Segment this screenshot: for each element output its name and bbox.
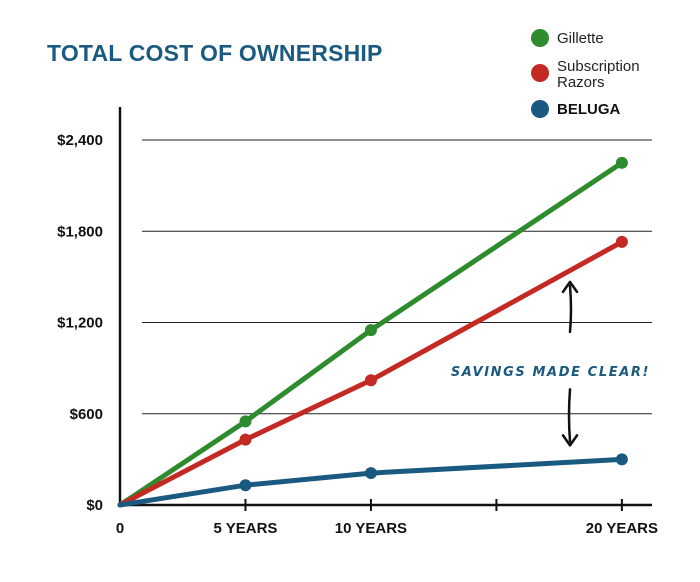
chart-title: TOTAL COST OF OWNERSHIP bbox=[47, 40, 383, 66]
legend-marker bbox=[531, 100, 549, 118]
series-line-1 bbox=[117, 239, 625, 508]
series-line-0 bbox=[117, 160, 625, 508]
legend-marker bbox=[531, 29, 549, 47]
data-point bbox=[364, 467, 377, 480]
arrow-up-head bbox=[561, 280, 579, 294]
series-line-2 bbox=[117, 456, 625, 508]
arrow-down-head bbox=[561, 434, 579, 447]
data-point bbox=[239, 415, 252, 428]
x-tick-label: 10 YEARS bbox=[335, 520, 407, 537]
arrow-down-shaft bbox=[567, 388, 572, 443]
data-point bbox=[364, 324, 377, 337]
axes bbox=[118, 107, 652, 507]
data-point bbox=[615, 235, 628, 248]
x-axis-ticks: 0 5 YEARS 10 YEARS 20 YEARS bbox=[116, 499, 658, 537]
savings-annotation-text: SAVINGS MADE CLEAR! bbox=[451, 365, 650, 380]
legend-label: Gillette bbox=[557, 30, 604, 47]
x-tick-label: 20 YEARS bbox=[586, 520, 658, 537]
legend-label: Razors bbox=[557, 74, 605, 91]
data-point bbox=[615, 453, 628, 466]
gridlines bbox=[142, 139, 652, 415]
legend-label: Subscription bbox=[557, 58, 640, 75]
series-group bbox=[117, 156, 628, 508]
y-axis-ticks: $0 $600 $1,200 $1,800 $2,400 bbox=[57, 132, 103, 514]
legend-marker bbox=[531, 64, 549, 82]
x-tick-label: 5 YEARS bbox=[214, 520, 278, 537]
y-tick-label: $1,800 bbox=[57, 223, 103, 240]
y-tick-label: $600 bbox=[70, 406, 103, 423]
y-tick-label: $0 bbox=[86, 497, 103, 514]
data-point bbox=[239, 479, 252, 492]
data-point bbox=[364, 374, 377, 387]
savings-annotation: SAVINGS MADE CLEAR! bbox=[451, 280, 650, 447]
data-point bbox=[615, 156, 628, 169]
x-tick-label: 0 bbox=[116, 520, 124, 537]
data-point bbox=[239, 433, 252, 446]
legend-label: BELUGA bbox=[557, 101, 621, 118]
arrow-up-shaft bbox=[568, 284, 573, 334]
y-tick-label: $1,200 bbox=[57, 315, 103, 332]
y-tick-label: $2,400 bbox=[57, 132, 103, 149]
